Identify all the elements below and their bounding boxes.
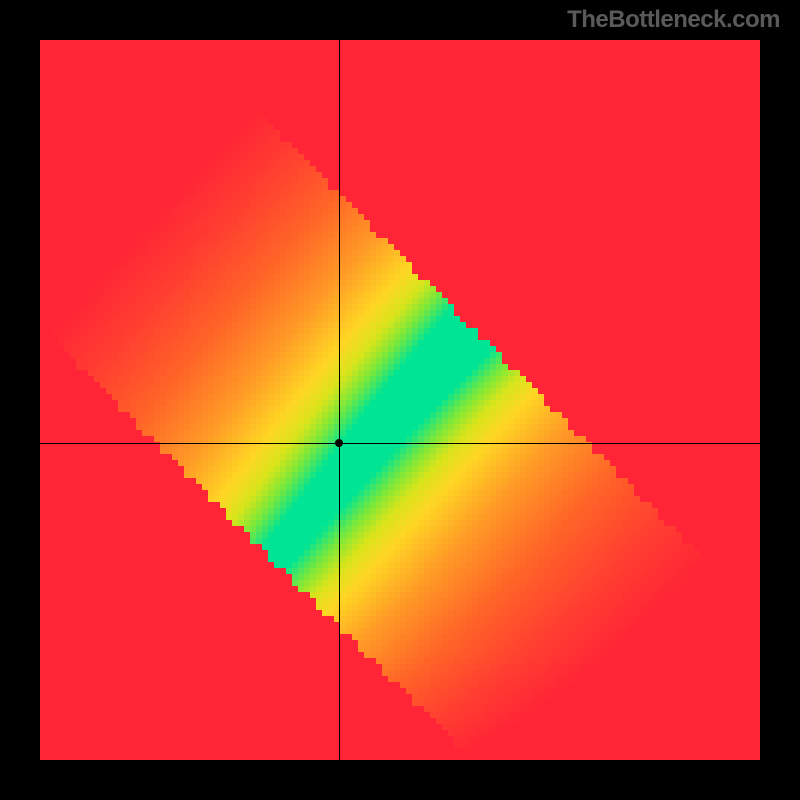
crosshair-horizontal [40, 443, 760, 444]
crosshair-point [335, 439, 343, 447]
watermark-text: TheBottleneck.com [567, 6, 780, 34]
crosshair-vertical [339, 40, 340, 760]
plot-area [40, 40, 760, 760]
heatmap-canvas [40, 40, 760, 760]
